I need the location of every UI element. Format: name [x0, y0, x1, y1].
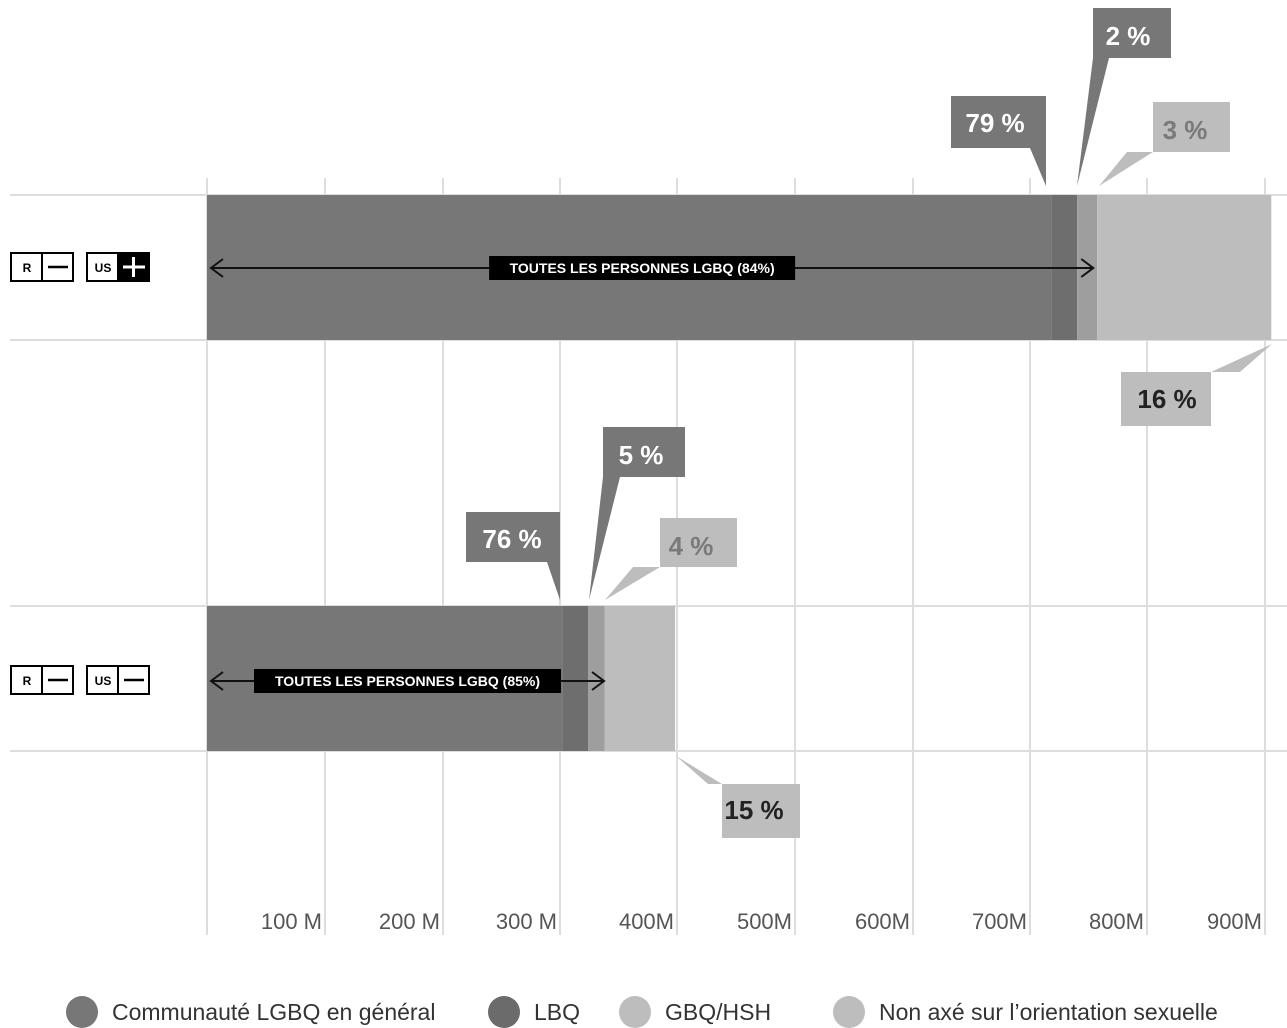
x-tick-label: 800M	[1089, 909, 1144, 934]
arrow-head-right	[1080, 258, 1095, 278]
bar-segment	[1097, 195, 1272, 340]
bar-segment	[604, 606, 676, 751]
callout-box	[466, 512, 560, 562]
row-badges: R— US+ R— US—	[10, 252, 150, 695]
x-tick-label: 200 M	[379, 909, 440, 934]
badge-r: R—	[10, 665, 74, 695]
callout-label: 5 %	[619, 440, 664, 470]
legend: Communauté LGBQ en général LBQ GBQ/HSH Non …	[0, 996, 1287, 1028]
callout-box	[951, 96, 1046, 148]
callout-label: 3 %	[1163, 115, 1208, 145]
badge-letter: US	[95, 674, 112, 688]
callout-label: 4 %	[669, 531, 714, 561]
callouts: 79 % 2 % 3 % 16 % 76 % 5 % 4 % 15 %	[466, 8, 1272, 838]
legend-item: Communauté LGBQ en général	[66, 996, 435, 1028]
callout-box	[603, 427, 685, 477]
annotation-label: TOUTES LES PERSONNES LGBQ (85%)	[275, 673, 540, 689]
badge-letter: R	[23, 261, 32, 275]
callout-tail	[1211, 344, 1272, 372]
callout-box	[660, 518, 737, 567]
callout-box	[1121, 372, 1211, 426]
badge-letter: R	[23, 674, 32, 688]
callout-label: 79 %	[965, 108, 1024, 138]
annotation-label: TOUTES LES PERSONNES LGBQ (84%)	[510, 260, 775, 276]
callout-tail	[547, 562, 560, 600]
legend-swatch	[619, 996, 651, 1028]
x-tick-label: 400M	[619, 909, 674, 934]
callout-tail	[1099, 152, 1153, 186]
legend-swatch	[66, 996, 98, 1028]
callout-tail	[605, 567, 660, 600]
badge-us: US+	[86, 252, 150, 282]
callout-tail	[589, 477, 620, 600]
arrow-head-left	[209, 671, 224, 691]
callout-tail	[676, 756, 722, 784]
x-tick-label: 300 M	[496, 909, 557, 934]
callout-box	[722, 784, 800, 838]
callout-label: 15 %	[724, 795, 783, 825]
legend-label: LBQ	[534, 998, 581, 1025]
legend-swatch	[488, 996, 520, 1028]
bar-segment	[562, 606, 589, 751]
callout-box	[1153, 102, 1230, 152]
x-tick-label: 600M	[855, 909, 910, 934]
legend-swatch	[833, 996, 865, 1028]
callout-tail	[1030, 148, 1046, 186]
badge-letter: US	[95, 261, 112, 275]
badge-us: US—	[86, 665, 150, 695]
legend-item: Non axé sur l’orientation sexuelle	[833, 996, 1218, 1028]
legend-label: Non axé sur l’orientation sexuelle	[879, 998, 1218, 1025]
callout-label: 16 %	[1137, 384, 1196, 414]
bar-segment	[588, 606, 605, 751]
annotations: TOUTES LES PERSONNES LGBQ (84%) TOUTES LE…	[209, 256, 1095, 693]
annotation-label-bg	[489, 256, 796, 280]
arrow-head-left	[209, 258, 224, 278]
legend-label: GBQ/HSH	[665, 998, 772, 1025]
callout-box	[1093, 8, 1171, 58]
x-tick-label: 100 M	[261, 909, 322, 934]
stacked-bar-chart: 79 % 2 % 3 % 16 % 76 % 5 % 4 % 15 % TOUTES LES …	[10, 8, 1287, 935]
x-tick-label: 700M	[972, 909, 1027, 934]
annotation-label-bg	[254, 669, 562, 693]
callout-label: 76 %	[482, 524, 541, 554]
legend-item: GBQ/HSH	[619, 996, 771, 1028]
badge-r: R—	[10, 252, 74, 282]
arrow-head-right	[591, 671, 606, 691]
x-tick-label: 500M	[737, 909, 792, 934]
callout-label: 2 %	[1106, 21, 1151, 51]
x-axis-ticks: 100 M 200 M 300 M 400M 500M 600M 700M 800M 900M	[261, 909, 1262, 934]
x-tick-label: 900M	[1207, 909, 1262, 934]
legend-item: LBQ	[488, 996, 580, 1028]
legend-label: Communauté LGBQ en général	[112, 998, 436, 1025]
callout-tail	[1077, 58, 1109, 186]
